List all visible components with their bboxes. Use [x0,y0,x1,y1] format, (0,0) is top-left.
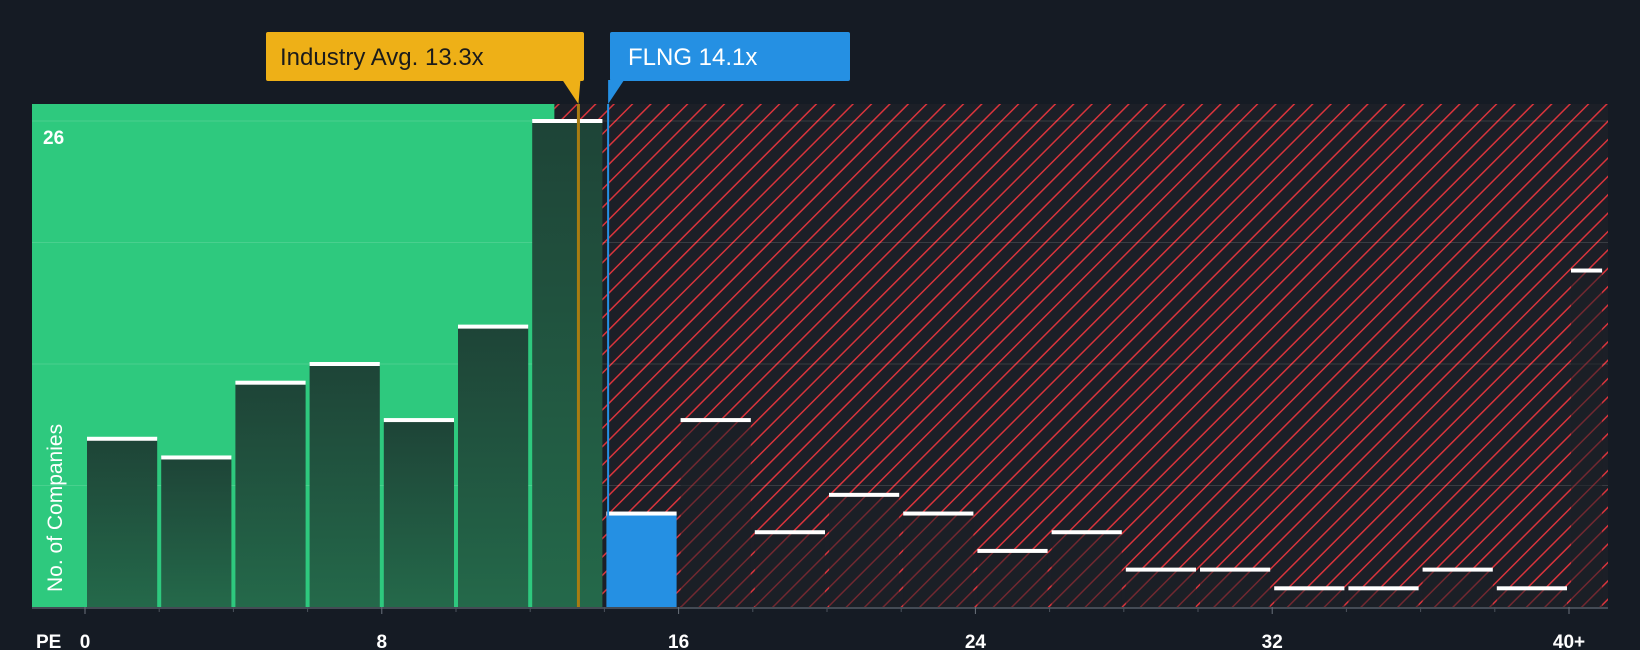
x-tick-label: 8 [377,632,388,650]
bar-value-cap [383,418,454,423]
histogram-bar [977,550,1048,607]
x-tick-label: 24 [965,632,987,650]
company-pointer [608,80,625,104]
bar-value-cap [1422,567,1493,572]
histogram-bar [235,382,306,607]
bar-value-cap [458,324,529,329]
x-axis-ticks: 0 8 16 24 32 40+ [80,607,1585,650]
histogram-bar [1051,532,1122,607]
histogram-bar [87,438,158,607]
bar-value-cap [1496,586,1567,591]
x-tick-label: 0 [80,632,91,650]
histogram-bar [309,364,380,607]
histogram-bar [680,420,751,607]
bar-value-cap [161,455,232,460]
bar-value-cap [680,418,751,423]
x-tick-label: 16 [668,632,689,650]
histogram-bars [87,121,1603,607]
industry-avg-box [266,32,584,81]
bar-value-cap [1571,268,1603,273]
x-axis-label: PE [36,632,61,650]
company-label: FLNG 14.1x [628,44,757,71]
x-tick-label: 40+ [1553,632,1585,650]
bar-value-cap [309,362,380,366]
company-callout: FLNG 14.1x [608,32,850,104]
y-max-tick-label: 26 [43,128,64,149]
x-tick-label: 32 [1262,632,1283,650]
histogram-bar [1200,569,1271,607]
industry-avg-label: Industry Avg. 13.3x [280,44,484,71]
value-markers [87,104,1603,607]
industry-avg-pointer [562,80,581,104]
histogram-bar [1348,588,1419,607]
bar-value-cap [829,492,900,497]
bar-value-cap [532,119,603,123]
company-box [610,32,850,81]
histogram-bar [383,420,454,607]
histogram-bar [606,513,677,607]
histogram-bar [829,494,900,607]
histogram-bar [458,326,529,607]
histogram-bar [1571,270,1603,607]
y-axis-label: No. of Companies [44,424,67,592]
bar-value-cap [235,380,306,385]
bar-value-cap [903,511,974,516]
bar-value-cap [1200,567,1271,572]
bar-value-cap [606,511,677,516]
histogram-bar [1274,588,1345,607]
bar-value-cap [1051,530,1122,535]
histogram-bar [532,121,603,607]
bar-value-cap [754,530,825,535]
bar-value-cap [977,548,1048,553]
bar-value-cap [1348,586,1419,591]
histogram-bar [1422,569,1493,607]
bar-value-cap [87,436,158,441]
bar-value-cap [1125,567,1196,572]
industry-avg-callout: Industry Avg. 13.3x [266,32,584,104]
histogram-bar [1125,569,1196,607]
bar-value-cap [1274,586,1345,591]
histogram-bar [161,457,232,607]
histogram-bar [1496,588,1567,607]
histogram-bar [903,513,974,607]
histogram-bar [754,532,825,607]
